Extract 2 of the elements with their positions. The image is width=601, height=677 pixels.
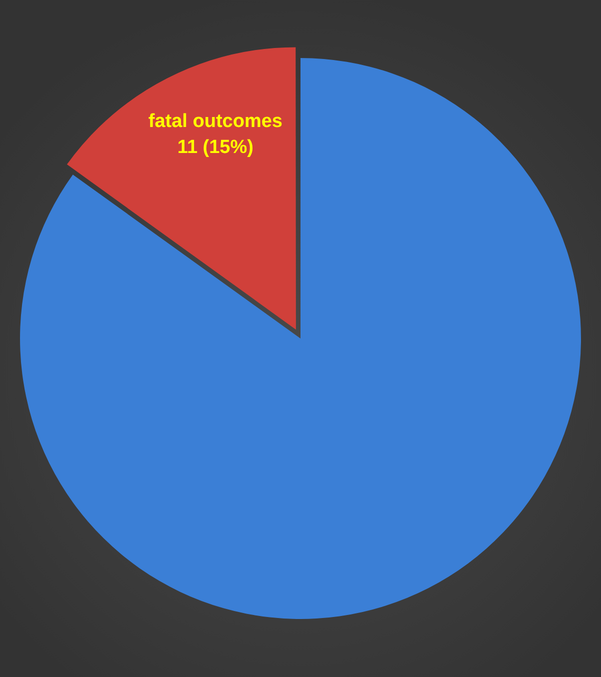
slice-label: fatal outcomes bbox=[148, 111, 282, 132]
data-label: 11 (15%) bbox=[177, 137, 254, 158]
